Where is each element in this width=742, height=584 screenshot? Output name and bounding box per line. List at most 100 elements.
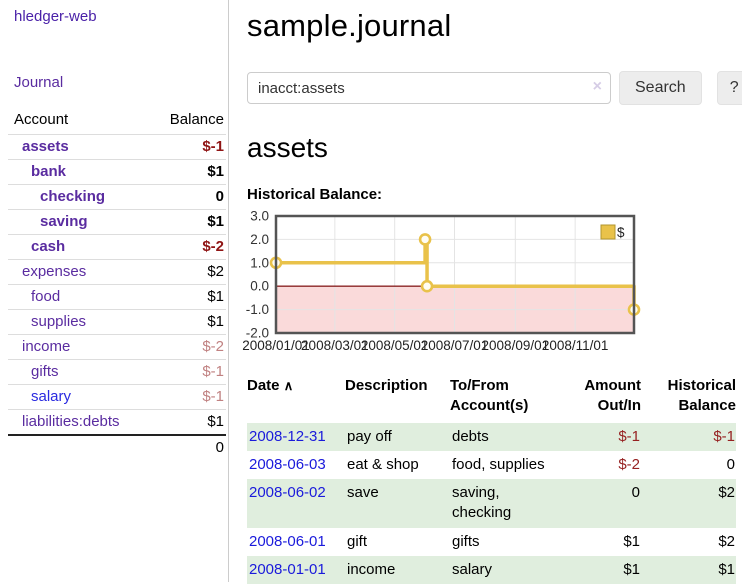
account-row: saving $1 xyxy=(8,210,226,235)
register-header-amount: Amount Out/In xyxy=(558,376,641,423)
accounts-total-row: 0 xyxy=(8,435,226,460)
account-link-cash[interactable]: cash xyxy=(31,238,65,255)
transaction-accounts: food, supplies xyxy=(450,451,558,479)
svg-text:2008/05/01: 2008/05/01 xyxy=(361,338,429,353)
transaction-balance: $2 xyxy=(641,479,736,528)
register-table: Date ∧ Description To/From Account(s) Am… xyxy=(247,376,736,584)
transaction-accounts: debts xyxy=(450,423,558,451)
account-balance: $1 xyxy=(149,410,226,436)
clear-search-icon[interactable]: × xyxy=(593,79,602,95)
account-link-food[interactable]: food xyxy=(31,288,60,305)
svg-text:2008/09/01: 2008/09/01 xyxy=(482,338,550,353)
account-link-bank[interactable]: bank xyxy=(31,163,66,180)
transaction-balance: $2 xyxy=(641,528,736,556)
transaction-description: eat & shop xyxy=(345,451,450,479)
account-row: gifts $-1 xyxy=(8,360,226,385)
svg-text:0.0: 0.0 xyxy=(250,279,269,294)
search-input-wrapper: × xyxy=(247,72,611,104)
transaction-date-link[interactable]: 2008-06-01 xyxy=(249,533,326,550)
account-row: food $1 xyxy=(8,285,226,310)
brand-link[interactable]: hledger-web xyxy=(14,8,228,25)
transaction-description: pay off xyxy=(345,423,450,451)
account-row: cash$-2 xyxy=(8,235,226,260)
search-button[interactable]: Search xyxy=(619,71,702,105)
svg-text:2008/07/01: 2008/07/01 xyxy=(421,338,489,353)
register-header-account: To/From Account(s) xyxy=(450,376,558,423)
account-balance: $1 xyxy=(149,210,226,235)
transaction-description: gift xyxy=(345,528,450,556)
svg-text:2.0: 2.0 xyxy=(250,232,269,247)
account-link-expenses[interactable]: expenses xyxy=(22,263,86,280)
page-title: sample.journal xyxy=(247,8,742,44)
register-header-date[interactable]: Date ∧ xyxy=(247,376,345,423)
svg-text:3.0: 3.0 xyxy=(250,209,269,224)
account-balance: $-1 xyxy=(149,135,226,160)
nav-journal-link[interactable]: Journal xyxy=(14,74,228,91)
transaction-description: income xyxy=(345,556,450,584)
accounts-header-balance: Balance xyxy=(149,108,226,135)
accounts-header-row: Account Balance xyxy=(8,108,226,135)
account-row: income$-2 xyxy=(8,335,226,360)
account-row: assets $-1 xyxy=(8,135,226,160)
transaction-date-link[interactable]: 2008-06-03 xyxy=(249,456,326,473)
account-balance: $-1 xyxy=(149,360,226,385)
account-link-income[interactable]: income xyxy=(22,338,70,355)
sidebar: hledger-web Journal Account Balance asse… xyxy=(0,0,229,582)
accounts-total-spacer xyxy=(8,435,149,460)
account-row: liabilities:debts $1 xyxy=(8,410,226,436)
accounts-total-value: 0 xyxy=(149,435,226,460)
account-row: supplies $1 xyxy=(8,310,226,335)
account-link-saving[interactable]: saving xyxy=(40,213,88,230)
account-row: expenses $2 xyxy=(8,260,226,285)
sort-ascending-icon: ∧ xyxy=(284,378,294,393)
transaction-date-link[interactable]: 2008-06-02 xyxy=(249,484,326,501)
account-link-checking[interactable]: checking xyxy=(40,188,105,205)
svg-text:$: $ xyxy=(617,225,625,240)
svg-text:2008/11/01: 2008/11/01 xyxy=(542,338,609,353)
account-link-liabilities-debts[interactable]: liabilities:debts xyxy=(22,413,120,430)
transaction-amount: $-2 xyxy=(558,451,641,479)
transaction-amount: $1 xyxy=(558,556,641,584)
register-header-row: Date ∧ Description To/From Account(s) Am… xyxy=(247,376,736,423)
account-balance: 0 xyxy=(149,185,226,210)
transaction-accounts: saving, checking xyxy=(450,479,558,528)
accounts-header-account: Account xyxy=(8,108,149,135)
account-row: checking 0 xyxy=(8,185,226,210)
transaction-accounts: gifts xyxy=(450,528,558,556)
transaction-balance: 0 xyxy=(641,451,736,479)
account-balance: $2 xyxy=(149,260,226,285)
account-balance: $1 xyxy=(149,310,226,335)
transaction-description: save xyxy=(345,479,450,528)
search-form: × Search ? xyxy=(247,71,742,105)
account-link-gifts[interactable]: gifts xyxy=(31,363,59,380)
transaction-amount: $-1 xyxy=(558,423,641,451)
svg-text:1.0: 1.0 xyxy=(250,255,269,270)
transaction-amount: 0 xyxy=(558,479,641,528)
account-link-salary[interactable]: salary xyxy=(31,388,71,405)
svg-text:-1.0: -1.0 xyxy=(246,302,269,317)
help-button[interactable]: ? xyxy=(717,71,742,105)
account-balance: $1 xyxy=(149,285,226,310)
account-link-assets[interactable]: assets xyxy=(22,138,69,155)
transaction-balance: $1 xyxy=(641,556,736,584)
transaction-date-link[interactable]: 2008-12-31 xyxy=(249,428,326,445)
register-header-balance: Historical Balance xyxy=(641,376,736,423)
account-link-supplies[interactable]: supplies xyxy=(31,313,86,330)
transaction-date-link[interactable]: 2008-01-01 xyxy=(249,561,326,578)
register-header-date-label: Date xyxy=(247,377,280,394)
search-input[interactable] xyxy=(247,72,611,104)
transaction-amount: $1 xyxy=(558,528,641,556)
transaction-accounts: salary xyxy=(450,556,558,584)
account-balance: $-1 xyxy=(149,385,226,410)
transaction-balance: $-1 xyxy=(641,423,736,451)
svg-text:2008/01/01: 2008/01/01 xyxy=(242,338,310,353)
account-row: bank$1 xyxy=(8,160,226,185)
balance-chart: $3.02.01.00.0-1.0-2.02008/01/012008/03/0… xyxy=(236,209,698,359)
svg-text:2008/03/01: 2008/03/01 xyxy=(301,338,369,353)
